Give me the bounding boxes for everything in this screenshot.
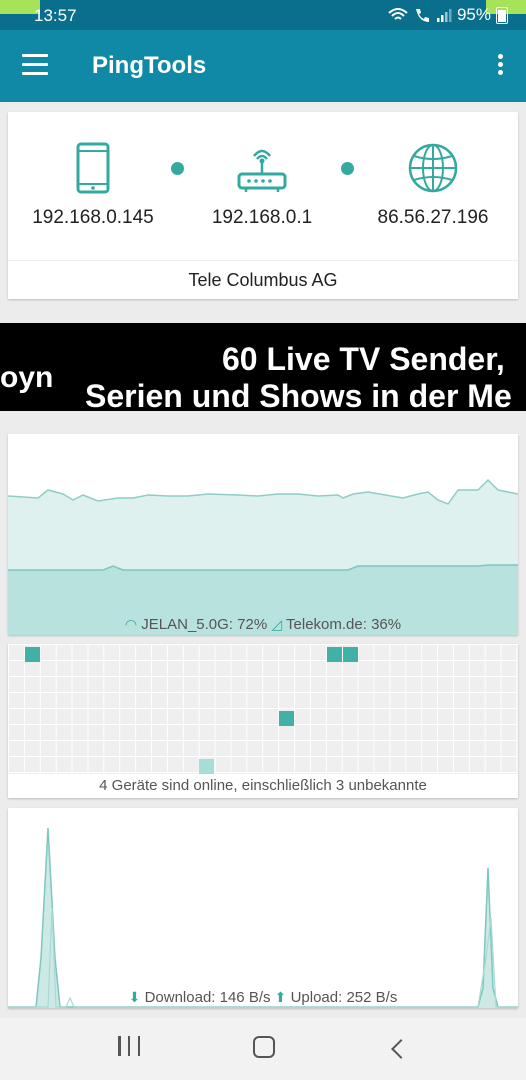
recent-apps-icon[interactable]: [118, 1036, 140, 1058]
device-cell[interactable]: [279, 711, 294, 726]
router-icon: [237, 149, 287, 192]
status-icons: 95%: [388, 5, 508, 25]
wifi-signal-label: JELAN_5.0G: 72%: [141, 616, 268, 633]
call-status-icon: [415, 9, 429, 22]
phone-icon: [76, 142, 110, 194]
back-icon[interactable]: [391, 1039, 411, 1059]
app-title: PingTools: [92, 52, 207, 79]
upload-icon: ⬆: [274, 989, 287, 1005]
traffic-chart: [8, 827, 518, 1008]
device-cell[interactable]: [199, 759, 214, 774]
cell-signal-icon: ◿: [271, 616, 283, 632]
device-ip: 192.168.0.145: [32, 207, 154, 228]
home-icon[interactable]: [253, 1036, 275, 1058]
external-ip: 86.56.27.196: [377, 207, 489, 228]
ad-brand: oyn: [0, 361, 54, 394]
device-cell[interactable]: [343, 647, 358, 662]
ad-headline-1: 60 Live TV Sender,: [222, 341, 505, 377]
wifi-icon: ◠: [124, 616, 138, 632]
device-cell[interactable]: [25, 647, 40, 662]
connection-dot: [341, 162, 354, 175]
device-cell[interactable]: [327, 647, 342, 662]
status-bar: 13:57 95%: [0, 0, 526, 30]
ad-banner[interactable]: oyn 60 Live TV Sender, Serien und Shows …: [0, 323, 526, 411]
devices-summary: 4 Geräte sind online, einschließlich 3 u…: [99, 777, 427, 794]
upload-line: [8, 907, 518, 1008]
status-corner-left: [0, 0, 40, 14]
wifi-status-icon: [388, 8, 408, 20]
signal-status-icon: [436, 9, 452, 22]
upload-label: Upload: 252 B/s: [290, 989, 398, 1006]
network-card[interactable]: 192.168.0.145 192.168.0.1 86.56.27.: [8, 112, 518, 299]
device-grid: [8, 644, 518, 774]
globe-icon: [408, 143, 458, 193]
connection-dot: [171, 162, 184, 175]
ad-headline-2: Serien und Shows in der Me: [85, 378, 512, 411]
traffic-card[interactable]: ⬇ Download: 146 B/s ⬆ Upload: 252 B/s: [8, 808, 518, 1008]
app-bar: PingTools: [0, 30, 526, 102]
signal-chart-card[interactable]: ◠ JELAN_5.0G: 72% ◿ Telekom.de: 36%: [8, 434, 518, 635]
navigation-bar: [0, 1018, 526, 1080]
download-line: [8, 827, 518, 1008]
provider-name: Tele Columbus AG: [8, 260, 518, 300]
download-label: Download: 146 B/s: [144, 989, 271, 1006]
router-ip: 192.168.0.1: [211, 207, 313, 228]
download-area: [8, 828, 518, 1008]
node-internet: 86.56.27.196: [353, 142, 513, 229]
cell-signal-label: Telekom.de: 36%: [286, 616, 402, 633]
hamburger-menu-icon[interactable]: [22, 54, 48, 76]
cell-signal-line: [8, 564, 518, 571]
devices-card[interactable]: 4 Geräte sind online, einschließlich 3 u…: [8, 644, 518, 798]
more-options-icon[interactable]: [496, 54, 504, 78]
traffic-legend: ⬇ Download: 146 B/s ⬆ Upload: 252 B/s: [8, 989, 518, 1006]
cell-signal-area: [8, 565, 518, 635]
battery-percent: 95%: [456, 5, 491, 24]
wifi-signal-line: [8, 478, 518, 505]
node-router: 192.168.0.1: [182, 142, 342, 229]
download-icon: ⬇: [128, 989, 141, 1005]
battery-icon: [496, 6, 508, 24]
node-device: 192.168.0.145: [13, 142, 173, 229]
signal-legend: ◠ JELAN_5.0G: 72% ◿ Telekom.de: 36%: [8, 616, 518, 633]
status-time: 13:57: [34, 6, 77, 25]
signal-chart: [8, 478, 518, 635]
